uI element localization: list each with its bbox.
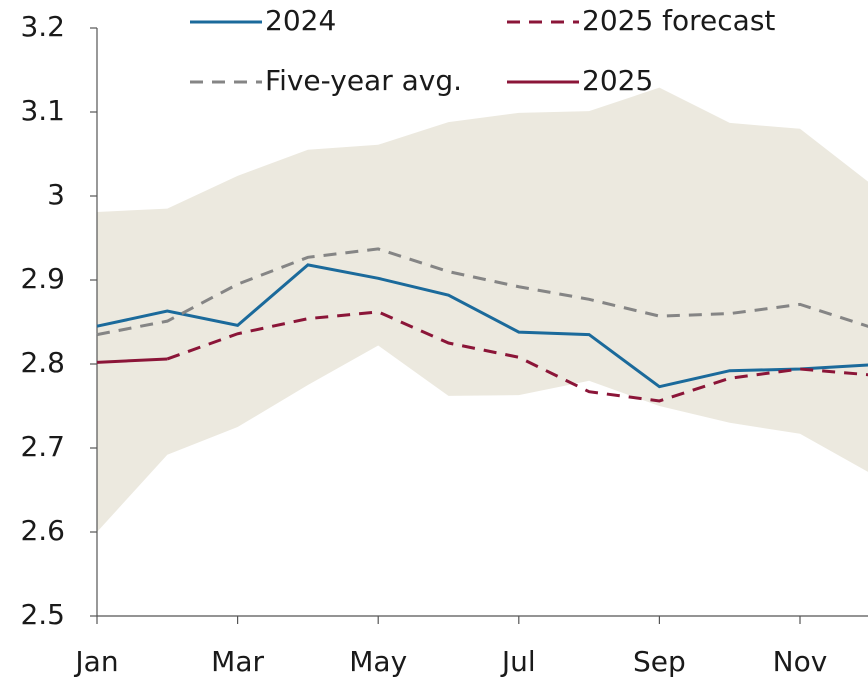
y-tick-label: 2.5 <box>20 598 65 631</box>
x-tick-label: Jan <box>73 645 118 678</box>
series-line <box>96 357 168 364</box>
y-tick-label: 3.1 <box>20 94 65 127</box>
series-line <box>166 310 868 403</box>
legend-label: 2025 <box>582 64 653 97</box>
series-line <box>96 263 868 389</box>
x-tick-label: May <box>349 645 407 678</box>
y-tick-label: 3.2 <box>20 10 65 43</box>
x-tick-label: Jul <box>500 645 536 678</box>
x-tick-label: Mar <box>211 645 264 678</box>
y-tick-label: 2.9 <box>20 262 65 295</box>
legend-label: Five-year avg. <box>265 64 462 97</box>
y-tick-label: 2.8 <box>20 346 65 379</box>
series-line <box>96 247 868 337</box>
y-tick-label: 2.7 <box>20 430 65 463</box>
x-tick-label: Nov <box>773 645 828 678</box>
y-tick-label: 2.6 <box>20 514 65 547</box>
y-tick-label: 3 <box>47 178 65 211</box>
legend-label: 2025 forecast <box>582 4 775 37</box>
x-tick-label: Sep <box>633 645 686 678</box>
range-band <box>97 87 868 532</box>
legend-label: 2024 <box>265 4 336 37</box>
